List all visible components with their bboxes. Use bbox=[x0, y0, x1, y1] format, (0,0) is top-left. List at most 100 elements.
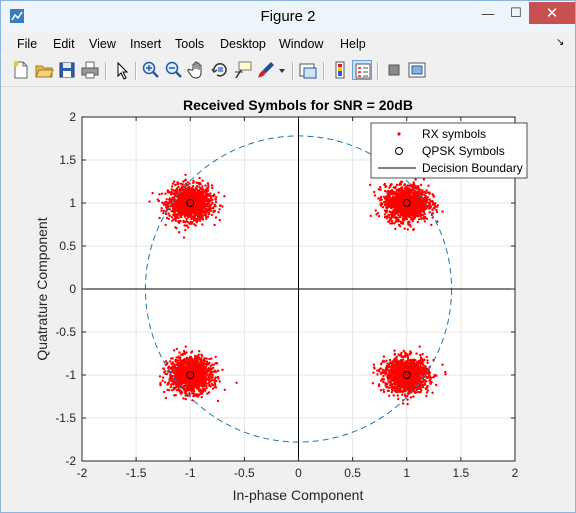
rx-point bbox=[400, 180, 404, 183]
rx-point bbox=[189, 209, 192, 213]
rx-point bbox=[401, 217, 404, 220]
rx-point bbox=[216, 375, 220, 379]
brush-icon[interactable] bbox=[256, 60, 276, 80]
rx-point bbox=[182, 236, 186, 239]
rx-point bbox=[180, 365, 184, 368]
rx-point bbox=[414, 178, 417, 181]
dock-icon[interactable]: ↘ bbox=[556, 37, 565, 48]
rx-point bbox=[385, 217, 388, 220]
rx-point bbox=[184, 228, 187, 232]
rx-point bbox=[175, 347, 178, 351]
rx-point bbox=[193, 192, 197, 196]
show-plot-tools-icon[interactable] bbox=[407, 60, 427, 80]
rx-point bbox=[216, 399, 220, 403]
rx-point bbox=[207, 198, 210, 201]
rx-point bbox=[208, 205, 211, 208]
rx-point bbox=[400, 221, 403, 224]
rx-point bbox=[398, 210, 401, 213]
rx-point bbox=[169, 205, 172, 208]
rx-point bbox=[186, 207, 189, 210]
rx-point bbox=[191, 399, 194, 402]
menu-desktop[interactable]: Desktop bbox=[220, 37, 266, 51]
rx-point bbox=[208, 200, 211, 203]
rx-point bbox=[207, 184, 210, 187]
zoom-out-icon[interactable] bbox=[164, 60, 184, 80]
rx-point bbox=[170, 357, 173, 360]
rx-point bbox=[426, 191, 430, 194]
rx-point bbox=[399, 204, 402, 207]
rx-point bbox=[162, 209, 166, 213]
menu-insert[interactable]: Insert bbox=[130, 37, 162, 51]
rx-point bbox=[200, 202, 203, 205]
title-bar[interactable]: Figure 2 — ☐ ✕ bbox=[1, 1, 575, 33]
rx-point bbox=[178, 380, 182, 383]
menu-edit[interactable]: Edit bbox=[53, 37, 75, 51]
rx-point bbox=[196, 212, 200, 215]
rx-point bbox=[170, 383, 173, 386]
rx-point bbox=[411, 200, 414, 203]
rx-point bbox=[182, 219, 185, 223]
rx-point bbox=[412, 185, 415, 188]
rx-point bbox=[180, 215, 183, 219]
rx-point bbox=[390, 220, 394, 223]
rx-point bbox=[217, 211, 220, 214]
rx-point bbox=[403, 218, 406, 221]
minimize-button[interactable]: — bbox=[481, 5, 495, 21]
rx-point bbox=[402, 349, 405, 352]
menu-tools[interactable]: Tools bbox=[175, 37, 205, 51]
rx-point bbox=[418, 214, 421, 218]
insert-colorbar-icon[interactable] bbox=[330, 60, 350, 80]
rx-point bbox=[390, 198, 393, 201]
rx-point bbox=[180, 369, 183, 372]
rx-point bbox=[180, 201, 183, 204]
rx-point bbox=[184, 390, 187, 393]
rx-point bbox=[187, 192, 191, 195]
menu-file[interactable]: File bbox=[17, 37, 38, 51]
rx-point bbox=[412, 202, 416, 205]
rx-point bbox=[189, 382, 192, 385]
scatter-plot[interactable]: -2 -1.5 -1 -0.5 0 0.5 1 1.5 2 -2-1.5-1-0.500.511… bbox=[1, 87, 575, 512]
pan-icon[interactable] bbox=[187, 60, 207, 80]
rx-point bbox=[422, 209, 425, 212]
rx-point bbox=[175, 369, 178, 372]
rx-point bbox=[388, 394, 391, 397]
rx-point bbox=[186, 367, 190, 371]
select-arrow-icon[interactable] bbox=[112, 60, 132, 80]
close-button[interactable]: ✕ bbox=[529, 2, 575, 24]
rx-point bbox=[211, 384, 215, 387]
rx-point bbox=[413, 212, 416, 215]
menu-view[interactable]: View bbox=[89, 37, 116, 51]
rx-point bbox=[400, 210, 404, 213]
menu-window[interactable]: Window bbox=[279, 37, 324, 51]
rx-point bbox=[180, 391, 184, 394]
menu-help[interactable]: Help bbox=[340, 37, 366, 51]
rx-point bbox=[428, 198, 431, 201]
save-icon[interactable] bbox=[57, 60, 77, 80]
hide-plot-tools-icon[interactable] bbox=[384, 60, 404, 80]
open-file-icon[interactable] bbox=[34, 60, 54, 80]
maximize-button[interactable]: ☐ bbox=[510, 5, 522, 20]
print-icon[interactable] bbox=[80, 60, 100, 80]
zoom-in-icon[interactable] bbox=[141, 60, 161, 80]
rx-point bbox=[201, 187, 204, 191]
rotate-3d-icon[interactable] bbox=[210, 60, 230, 80]
rx-point bbox=[188, 387, 192, 390]
rx-point bbox=[379, 197, 382, 200]
rx-point bbox=[391, 190, 394, 193]
rx-point bbox=[168, 208, 171, 211]
brush-dropdown-icon[interactable] bbox=[277, 60, 287, 80]
rx-point bbox=[167, 365, 171, 368]
insert-legend-icon[interactable] bbox=[352, 60, 372, 80]
new-figure-icon[interactable] bbox=[11, 60, 31, 80]
rx-point bbox=[170, 185, 174, 188]
rx-point bbox=[194, 188, 197, 191]
figure-toolbar bbox=[1, 56, 575, 87]
data-cursor-icon[interactable] bbox=[233, 60, 253, 80]
rx-point bbox=[180, 373, 183, 377]
rx-point bbox=[419, 197, 422, 201]
rx-point bbox=[391, 192, 394, 196]
rx-point bbox=[411, 206, 414, 209]
rx-point bbox=[422, 200, 425, 203]
rx-point bbox=[392, 186, 395, 189]
link-plot-icon[interactable] bbox=[298, 60, 318, 80]
